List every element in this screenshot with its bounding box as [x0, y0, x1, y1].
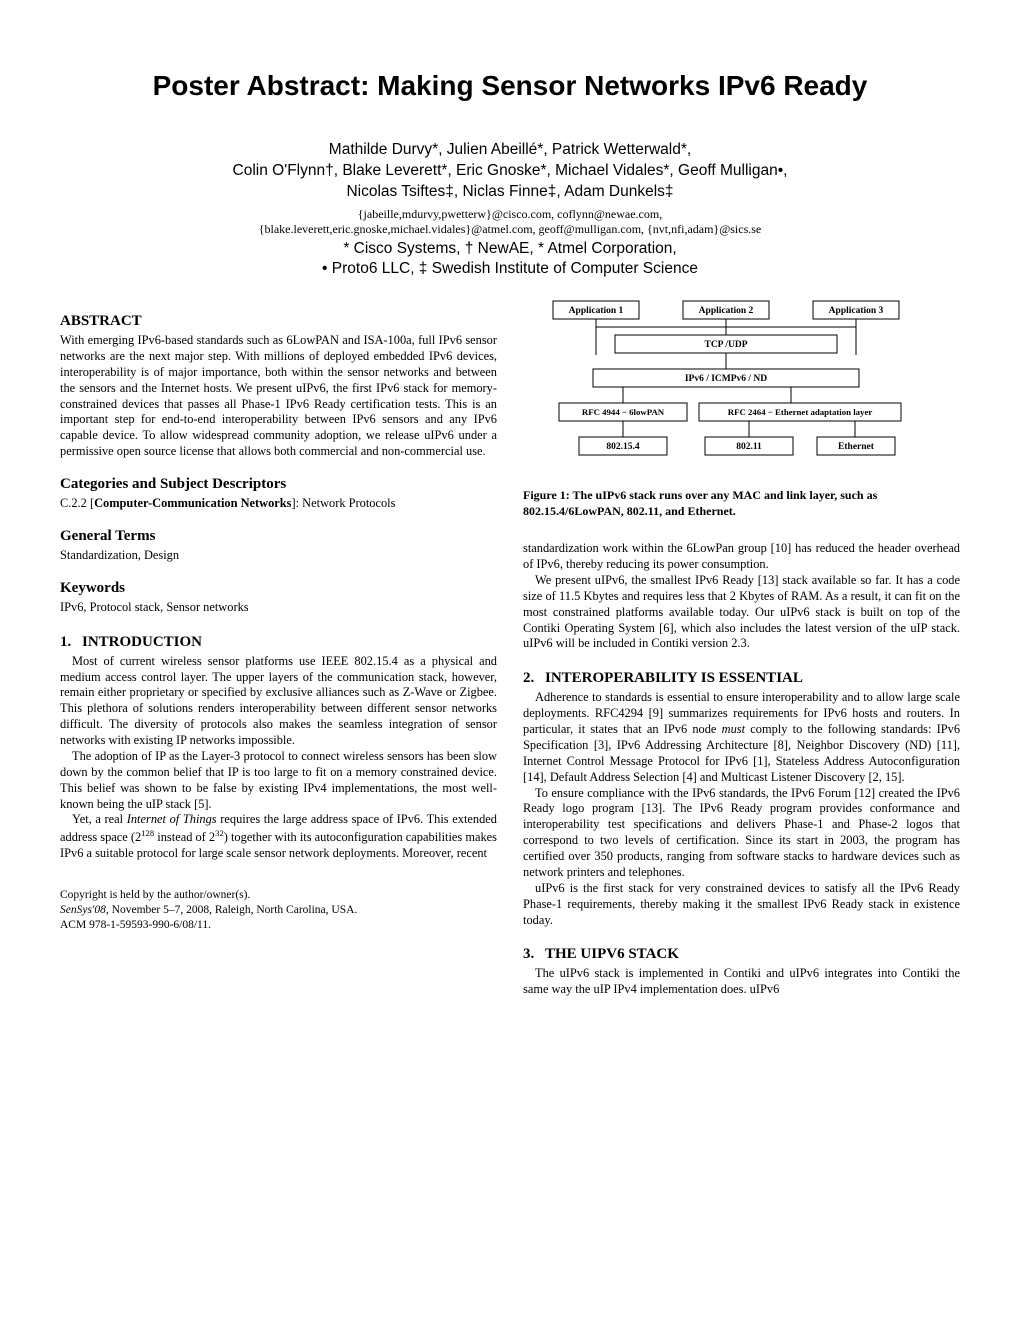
svg-text:RFC 4944 − 6lowPAN: RFC 4944 − 6lowPAN: [582, 407, 665, 417]
authors-line-2: Colin O'Flynn†, Blake Leverett*, Eric Gn…: [60, 161, 960, 182]
categories-pre: C.2.2 [: [60, 496, 94, 510]
categories-bold: Computer-Communication Networks: [94, 496, 291, 510]
categories-post: ]: Network Protocols: [292, 496, 396, 510]
svg-text:RFC 2464 − Ethernet adaptation: RFC 2464 − Ethernet adaptation layer: [728, 407, 873, 417]
emails-line-1: {jabeille,mdurvy,pwetterw}@cisco.com, co…: [60, 207, 960, 222]
affil-line-2: • Proto6 LLC, ‡ Swedish Institute of Com…: [60, 259, 960, 279]
copyright-line-1: Copyright is held by the author/owner(s)…: [60, 888, 497, 903]
copyright-details: November 5–7, 2008, Raleigh, North Carol…: [109, 904, 358, 916]
emails-block: {jabeille,mdurvy,pwetterw}@cisco.com, co…: [60, 207, 960, 237]
left-column: ABSTRACT With emerging IPv6-based standa…: [60, 297, 497, 998]
copyright-venue: SenSys'08,: [60, 904, 109, 916]
general-terms-text: Standardization, Design: [60, 548, 497, 564]
categories-text: C.2.2 [Computer-Communication Networks]:…: [60, 496, 497, 512]
section-2-heading: 2.INTEROPERABILITY IS ESSENTIAL: [523, 670, 960, 687]
figure-1-caption: Figure 1: The uIPv6 stack runs over any …: [523, 488, 960, 519]
s1p3-pre: Yet, a real: [72, 812, 127, 826]
s2-paragraph-3: uIPv6 is the first stack for very constr…: [523, 881, 960, 929]
authors-block: Mathilde Durvy*, Julien Abeillé*, Patric…: [60, 140, 960, 203]
s1-paragraph-1: Most of current wireless sensor platform…: [60, 654, 497, 749]
s1p3-mid: instead of 2: [154, 830, 215, 844]
s2-paragraph-1: Adherence to standards is essential to e…: [523, 690, 960, 785]
authors-line-1: Mathilde Durvy*, Julien Abeillé*, Patric…: [60, 140, 960, 161]
s1-paragraph-3: Yet, a real Internet of Things requires …: [60, 812, 497, 862]
general-terms-heading: General Terms: [60, 528, 497, 545]
two-column-body: ABSTRACT With emerging IPv6-based standa…: [60, 297, 960, 998]
copyright-line-3: ACM 978-1-59593-990-6/08/11.: [60, 918, 497, 933]
abstract-heading: ABSTRACT: [60, 313, 497, 330]
s2p1-em: must: [722, 722, 745, 736]
svg-text:Application 1: Application 1: [569, 306, 624, 316]
authors-line-3: Nicolas Tsiftes‡, Niclas Finne‡, Adam Du…: [60, 182, 960, 203]
s1p3-sup1: 128: [141, 828, 154, 838]
keywords-heading: Keywords: [60, 580, 497, 597]
s1-paragraph-2: The adoption of IP as the Layer-3 protoc…: [60, 749, 497, 813]
right-column: Application 1 Application 2 Application …: [523, 297, 960, 998]
s2-paragraph-2: To ensure compliance with the IPv6 stand…: [523, 786, 960, 881]
section-1-heading: 1.INTRODUCTION: [60, 634, 497, 651]
s1p3-em: Internet of Things: [127, 812, 217, 826]
figure-1: Application 1 Application 2 Application …: [523, 297, 960, 519]
emails-line-2: {blake.leverett,eric.gnoske,michael.vida…: [60, 222, 960, 237]
svg-text:802.11: 802.11: [736, 442, 762, 452]
categories-heading: Categories and Subject Descriptors: [60, 476, 497, 493]
svg-text:Application 3: Application 3: [829, 306, 884, 316]
right-continuation-p1: standardization work within the 6LowPan …: [523, 541, 960, 573]
section-1-title: INTRODUCTION: [82, 634, 202, 650]
stack-diagram-svg: Application 1 Application 2 Application …: [523, 297, 943, 467]
section-2-title: INTEROPERABILITY IS ESSENTIAL: [545, 670, 803, 686]
s3-paragraph-1: The uIPv6 stack is implemented in Contik…: [523, 966, 960, 998]
copyright-line-2: SenSys'08, November 5–7, 2008, Raleigh, …: [60, 903, 497, 918]
svg-text:IPv6 / ICMPv6 / ND: IPv6 / ICMPv6 / ND: [685, 374, 767, 384]
svg-text:Application 2: Application 2: [699, 306, 754, 316]
abstract-text: With emerging IPv6-based standards such …: [60, 333, 497, 460]
affiliations-block: * Cisco Systems, † NewAE, * Atmel Corpor…: [60, 239, 960, 279]
s1p3-sup2: 32: [215, 828, 224, 838]
section-3-title: THE UIPV6 STACK: [545, 946, 679, 962]
svg-text:Ethernet: Ethernet: [838, 442, 875, 452]
paper-title: Poster Abstract: Making Sensor Networks …: [60, 70, 960, 102]
right-continuation-p2: We present uIPv6, the smallest IPv6 Read…: [523, 573, 960, 652]
affil-line-1: * Cisco Systems, † NewAE, * Atmel Corpor…: [60, 239, 960, 259]
copyright-block: Copyright is held by the author/owner(s)…: [60, 888, 497, 933]
svg-text:TCP /UDP: TCP /UDP: [704, 340, 747, 350]
section-3-heading: 3.THE UIPV6 STACK: [523, 946, 960, 963]
keywords-text: IPv6, Protocol stack, Sensor networks: [60, 600, 497, 616]
figure-1-diagram: Application 1 Application 2 Application …: [523, 297, 960, 478]
svg-text:802.15.4: 802.15.4: [606, 442, 640, 452]
